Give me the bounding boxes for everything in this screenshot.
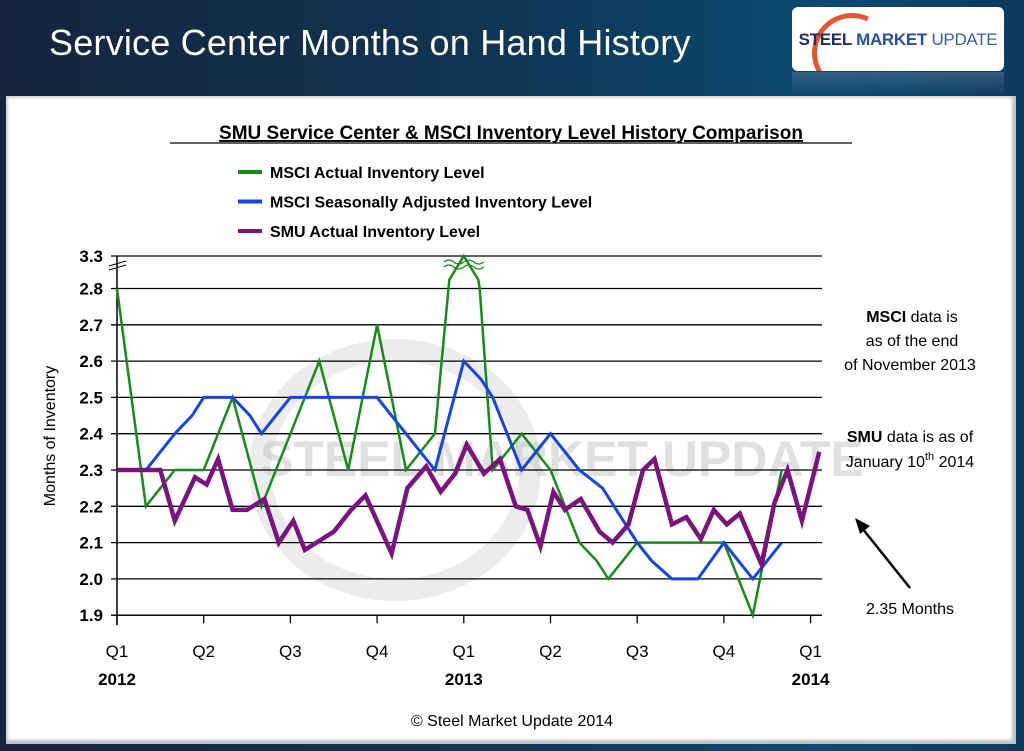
msci-note-bold: MSCI	[866, 309, 906, 326]
x-tick-quarter-label: Q3	[626, 642, 649, 661]
x-axis-ticks: Q1 2012 Q2 Q3 Q4 Q1 2013 Q2 Q3 Q4 Q1 2014	[98, 615, 830, 689]
arrow-label: 2.35 Months	[866, 601, 954, 618]
arrow-annotation: 2.35 Months	[855, 518, 954, 618]
x-tick-year-label: 2012	[98, 670, 136, 689]
logo-text: STEEL MARKET UPDATE	[792, 30, 1004, 50]
x-tick-quarter-label: Q1	[452, 642, 475, 661]
x-tick-quarter-label: Q2	[539, 642, 562, 661]
msci-note-line-2: as of the end	[866, 333, 959, 350]
x-tick-year-label: 2013	[445, 670, 483, 689]
series-line-3	[117, 439, 822, 572]
y-tick-label: 2.6	[79, 352, 103, 371]
y-tick-label-break: 3.3	[79, 247, 103, 266]
arrow-head-icon	[855, 518, 870, 534]
msci-note-line-3: of November 2013	[844, 357, 976, 374]
y-tick-label: 2.3	[79, 461, 103, 480]
x-tick-quarter-label: Q3	[279, 642, 302, 661]
copyright-text: © Steel Market Update 2014	[411, 713, 613, 730]
legend-label: MSCI Actual Inventory Level	[270, 165, 485, 182]
logo-text-market: MARKET	[856, 30, 927, 49]
gridlines	[108, 255, 822, 626]
smu-note-date: January 10	[846, 454, 925, 471]
smu-note-bold: SMU	[847, 429, 883, 446]
smu-note-sup: th	[925, 451, 934, 463]
smu-note-line-1: SMU data is as of	[847, 429, 974, 446]
x-tick-quarter-label: Q4	[366, 642, 389, 661]
x-tick-year-label: 2014	[792, 670, 830, 689]
y-axis-ticks: 1.9 2.0 2.1 2.2 2.3 2.4 2.5 2.6 2.7 2.8 3.3	[79, 247, 103, 625]
y-tick-label: 1.9	[79, 606, 103, 625]
y-axis-label: Months of Inventory	[42, 366, 59, 507]
x-tick-quarter-label: Q2	[192, 642, 215, 661]
smu-note-line-2: January 10th 2014	[846, 451, 975, 471]
peak-break-mark	[443, 264, 485, 270]
y-tick-label: 2.4	[79, 425, 103, 444]
y-tick-label: 2.5	[79, 388, 103, 407]
y-tick-label: 2.0	[79, 570, 103, 589]
logo-text-steel: STEEL	[798, 30, 852, 49]
y-tick-label: 2.1	[79, 534, 103, 553]
legend-label: SMU Actual Inventory Level	[270, 224, 480, 241]
y-tick-label: 2.7	[79, 316, 103, 335]
logo-text-update: UPDATE	[931, 30, 998, 49]
smu-note: SMU data is as of January 10th 2014	[846, 429, 975, 471]
smu-note-year: 2014	[934, 454, 974, 471]
steel-market-update-logo: STEEL MARKET UPDATE	[792, 7, 1004, 71]
watermark-text: STEEL MARKET UPDATE	[260, 431, 864, 487]
page-title: Service Center Months on Hand History	[49, 22, 691, 63]
msci-note-line-1: MSCI data is	[866, 309, 958, 326]
legend-label: MSCI Seasonally Adjusted Inventory Level	[270, 195, 592, 212]
arrow-line	[861, 527, 911, 589]
msci-note: MSCI data is as of the end of November 2…	[844, 309, 976, 374]
chart-title: SMU Service Center & MSCI Inventory Leve…	[219, 123, 803, 144]
msci-note-rest: data is	[906, 309, 958, 326]
x-tick-quarter-label: Q4	[713, 642, 736, 661]
y-tick-label: 2.2	[79, 497, 103, 516]
peak-break-mark	[443, 259, 485, 265]
legend: MSCI Actual Inventory Level MSCI Seasonal…	[238, 165, 592, 241]
logo-reflection	[792, 72, 1004, 96]
x-tick-quarter-label: Q1	[799, 642, 822, 661]
series-lines	[115, 253, 822, 620]
smu-note-rest: data is as of	[882, 429, 973, 446]
x-tick-quarter-label: Q1	[106, 642, 129, 661]
y-tick-label: 2.8	[79, 280, 103, 299]
